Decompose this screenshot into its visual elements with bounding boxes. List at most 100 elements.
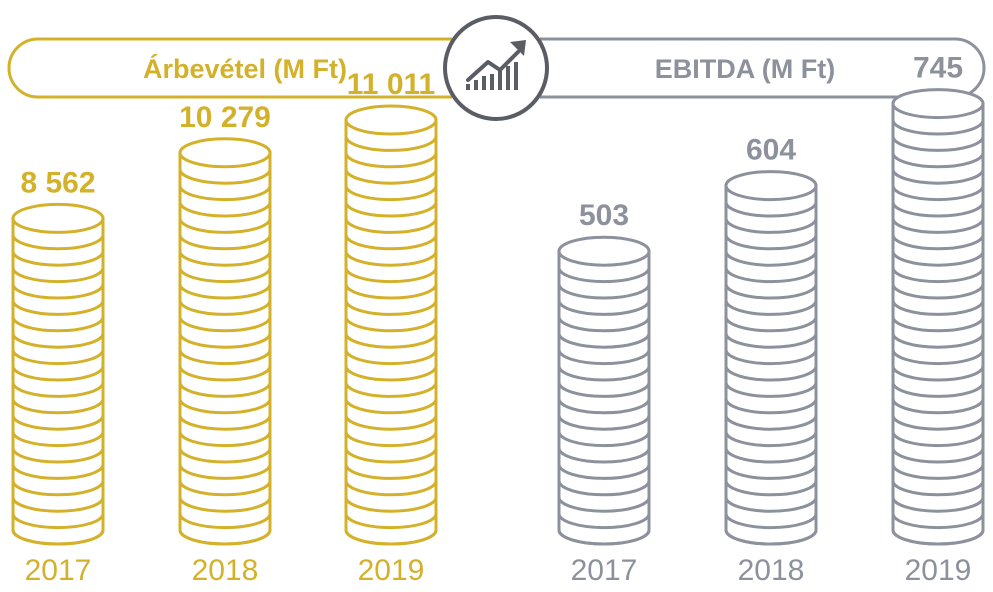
coin-edge bbox=[724, 480, 818, 497]
coin-edge bbox=[891, 365, 985, 382]
coin-edge bbox=[891, 398, 985, 415]
coin-edge bbox=[557, 447, 651, 464]
coin-edge bbox=[557, 332, 651, 349]
coin-edge bbox=[178, 529, 272, 546]
coin-edge bbox=[891, 382, 985, 398]
coin-edge bbox=[724, 349, 818, 366]
coin-edge bbox=[11, 414, 105, 431]
coin-edge bbox=[344, 447, 438, 464]
coin-edge bbox=[891, 300, 985, 316]
ebitda-stack-2019 bbox=[891, 88, 985, 546]
coin-edge bbox=[178, 300, 272, 316]
coin-edge bbox=[891, 332, 985, 349]
ebitda-title: EBITDA (M Ft) bbox=[655, 54, 835, 84]
coin-edge bbox=[557, 316, 651, 333]
coin-edge bbox=[724, 234, 818, 251]
ebitda-stack-2018 bbox=[724, 170, 818, 546]
coin-edge bbox=[178, 382, 272, 398]
coin-edge bbox=[344, 316, 438, 333]
coin-edge bbox=[557, 365, 651, 382]
coin-edge bbox=[178, 250, 272, 267]
coin-edge bbox=[178, 168, 272, 185]
coin-edge bbox=[557, 496, 651, 513]
coin-edge bbox=[11, 382, 105, 398]
coin-edge bbox=[557, 464, 651, 480]
coin-edge bbox=[344, 529, 438, 546]
coin-edge bbox=[724, 431, 818, 448]
coin-edge bbox=[344, 414, 438, 431]
ebitda-year-label: 2017 bbox=[571, 554, 638, 587]
coin-top bbox=[557, 235, 651, 267]
coin-edge bbox=[891, 136, 985, 152]
revenue-value-label: 8 562 bbox=[20, 166, 95, 199]
revenue-year-label: 2018 bbox=[192, 554, 259, 587]
ebitda-year-label: 2019 bbox=[905, 554, 972, 587]
coin-edge bbox=[891, 414, 985, 431]
coin-edge bbox=[178, 283, 272, 300]
coin-edge bbox=[344, 513, 438, 530]
coin-edge bbox=[891, 513, 985, 530]
coin-edge bbox=[344, 480, 438, 497]
coin-edge bbox=[11, 464, 105, 480]
coin-edge bbox=[11, 496, 105, 513]
coin-edge bbox=[724, 201, 818, 218]
coin-edge bbox=[11, 529, 105, 546]
coin-edge bbox=[724, 464, 818, 480]
coin-edge bbox=[344, 168, 438, 185]
coin-top bbox=[11, 202, 105, 234]
coin-edge bbox=[557, 382, 651, 398]
coin-edge bbox=[344, 283, 438, 300]
revenue-title: Árbevétel (M Ft) bbox=[143, 53, 347, 84]
revenue-value-label: 10 279 bbox=[179, 101, 271, 134]
coin-edge bbox=[724, 332, 818, 349]
coin-edge bbox=[11, 283, 105, 300]
coin-edge bbox=[344, 136, 438, 152]
coin-edge bbox=[891, 283, 985, 300]
coin-edge bbox=[891, 201, 985, 218]
coin-edge bbox=[11, 316, 105, 333]
coin-edge bbox=[724, 316, 818, 333]
coin-edge bbox=[724, 250, 818, 267]
coin-top bbox=[178, 137, 272, 169]
ebitda-banner: EBITDA (M Ft) bbox=[540, 37, 986, 99]
revenue-year-label: 2019 bbox=[358, 554, 425, 587]
revenue-year-label: 2017 bbox=[25, 554, 92, 587]
coin-edge bbox=[724, 218, 818, 234]
coin-edge bbox=[11, 431, 105, 448]
coin-edge bbox=[724, 513, 818, 530]
revenue-stack-2017 bbox=[11, 202, 105, 546]
coin-edge bbox=[178, 496, 272, 513]
coin-edge bbox=[724, 414, 818, 431]
coin-edge bbox=[178, 365, 272, 382]
coin-edge bbox=[11, 365, 105, 382]
coin-edge bbox=[557, 349, 651, 366]
coin-edge bbox=[724, 267, 818, 284]
coin-edge bbox=[11, 349, 105, 366]
coin-edge bbox=[344, 185, 438, 202]
coin-edge bbox=[344, 398, 438, 415]
coin-edge bbox=[178, 201, 272, 218]
coin-top bbox=[891, 88, 985, 120]
coin-edge bbox=[11, 300, 105, 316]
coin-edge bbox=[344, 431, 438, 448]
coin-edge bbox=[344, 267, 438, 284]
coin-edge bbox=[891, 496, 985, 513]
coin-edge bbox=[724, 382, 818, 398]
coin-edge bbox=[557, 513, 651, 530]
coin-edge bbox=[891, 431, 985, 448]
coin-edge bbox=[178, 464, 272, 480]
coin-edge bbox=[344, 152, 438, 169]
coin-edge bbox=[178, 447, 272, 464]
coin-edge bbox=[344, 300, 438, 316]
coin-edge bbox=[891, 234, 985, 251]
ebitda-year-label: 2018 bbox=[738, 554, 805, 587]
coin-edge bbox=[344, 496, 438, 513]
coin-edge bbox=[891, 152, 985, 169]
coin-edge bbox=[724, 398, 818, 415]
coin-edge bbox=[178, 398, 272, 415]
coin-edge bbox=[557, 414, 651, 431]
coin-edge bbox=[891, 447, 985, 464]
coin-edge bbox=[11, 480, 105, 497]
revenue-stack-2018 bbox=[178, 137, 272, 546]
